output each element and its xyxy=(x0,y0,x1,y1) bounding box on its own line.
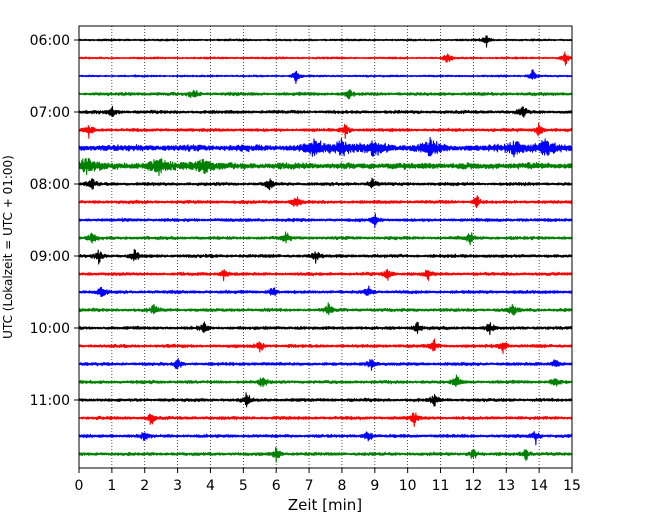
x-tick-label-13: 13 xyxy=(497,478,515,494)
trace-0930 xyxy=(78,285,573,298)
trace-0730 xyxy=(78,136,573,158)
trace-0630 xyxy=(78,69,573,84)
x-tick-label-12: 12 xyxy=(464,478,482,494)
trace-1115 xyxy=(78,412,573,428)
trace-0615 xyxy=(78,51,573,66)
trace-0830 xyxy=(78,213,573,229)
y-axis-label: UTC (Lokalzeit = UTC + 01:00) xyxy=(1,155,15,339)
x-tick-label-3: 3 xyxy=(173,478,182,494)
trace-0600 xyxy=(78,35,573,48)
x-tick-label-5: 5 xyxy=(239,478,248,494)
trace-1130 xyxy=(78,431,573,446)
trace-0745 xyxy=(78,157,573,177)
trace-0845 xyxy=(78,231,573,246)
trace-1145 xyxy=(78,446,573,463)
x-tick-label-9: 9 xyxy=(370,478,379,494)
x-tick-label-7: 7 xyxy=(305,478,314,494)
trace-1000 xyxy=(78,321,573,336)
y-tick-label-3: 09:00 xyxy=(30,249,70,265)
trace-1015 xyxy=(78,338,573,355)
x-tick-label-11: 11 xyxy=(432,478,450,494)
trace-0915 xyxy=(78,268,573,282)
trace-1030 xyxy=(78,357,573,371)
trace-1045 xyxy=(78,374,573,388)
y-tick-label-1: 07:00 xyxy=(30,105,70,121)
y-axis-ticks: 06:00 07:00 08:00 09:00 10:00 11:00 xyxy=(30,33,79,409)
y-tick-label-2: 08:00 xyxy=(30,177,70,193)
trace-0715 xyxy=(78,122,573,139)
trace-0900 xyxy=(78,248,573,265)
x-axis-ticks: 0 1 2 3 4 5 6 7 8 9 10 11 12 13 14 15 xyxy=(75,468,581,494)
x-tick-label-15: 15 xyxy=(563,478,581,494)
plot-frame xyxy=(78,25,573,469)
y-tick-label-0: 06:00 xyxy=(30,33,70,49)
trace-series xyxy=(78,35,573,463)
x-tick-label-4: 4 xyxy=(206,478,215,494)
trace-0700 xyxy=(78,105,573,118)
trace-1100 xyxy=(78,392,573,408)
x-tick-label-8: 8 xyxy=(337,478,346,494)
x-tick-label-6: 6 xyxy=(272,478,281,494)
x-axis-label: Zeit [min] xyxy=(288,496,362,514)
x-tick-label-10: 10 xyxy=(399,478,417,494)
trace-0645 xyxy=(78,89,573,100)
x-tick-label-1: 1 xyxy=(107,478,116,494)
x-tick-label-0: 0 xyxy=(75,478,84,494)
x-tick-label-2: 2 xyxy=(140,478,149,494)
y-tick-label-4: 10:00 xyxy=(30,321,70,337)
y-tick-label-5: 11:00 xyxy=(30,393,70,409)
trace-0800 xyxy=(78,177,573,191)
trace-0815 xyxy=(78,195,573,209)
x-tick-label-14: 14 xyxy=(530,478,548,494)
trace-0945 xyxy=(78,302,573,316)
